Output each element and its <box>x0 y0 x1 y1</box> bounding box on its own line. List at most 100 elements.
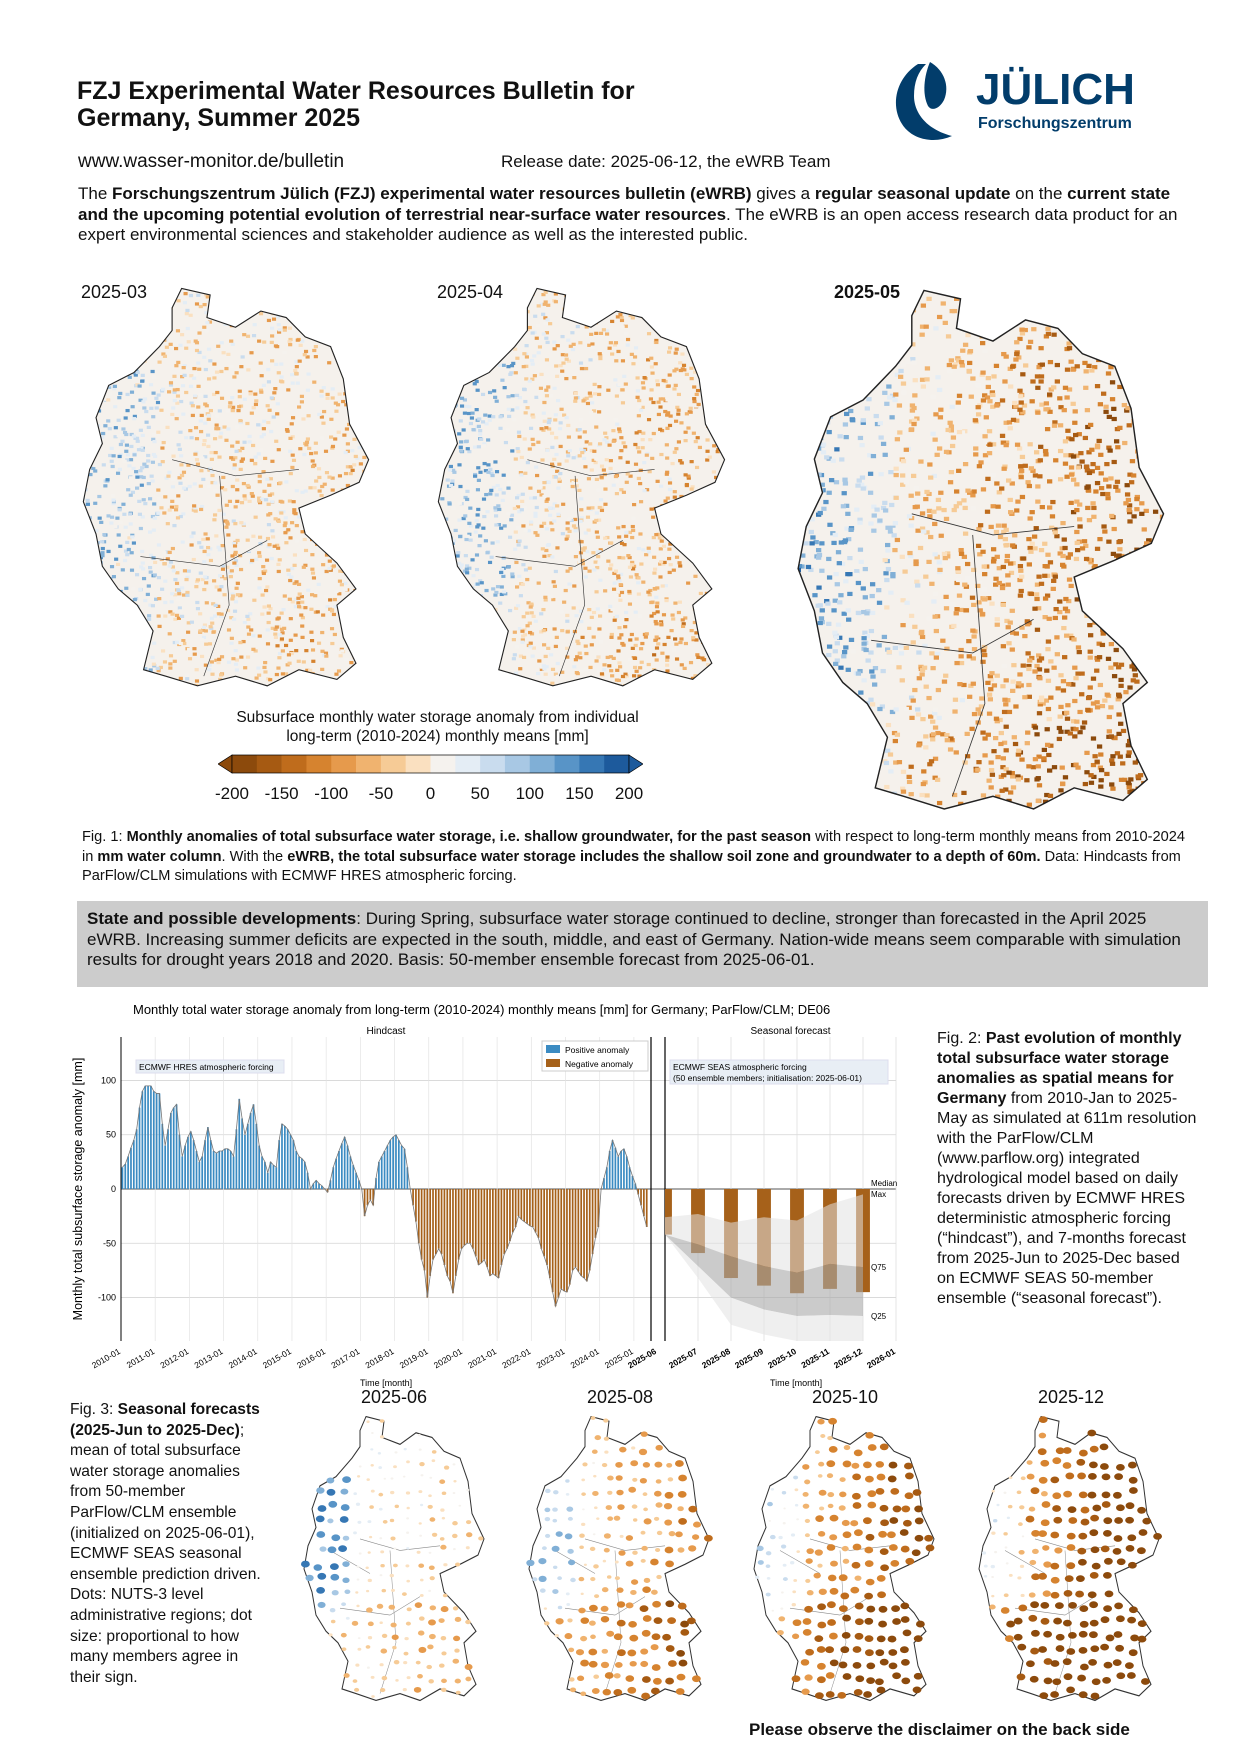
anomaly-pixel <box>810 535 816 540</box>
anomaly-pixel <box>740 406 744 409</box>
anomaly-pixel <box>333 437 338 441</box>
anomaly-pixel <box>683 473 688 477</box>
anomaly-pixel <box>597 518 602 522</box>
anomaly-pixel <box>125 453 130 457</box>
anomaly-pixel <box>523 568 529 572</box>
anomaly-pixel <box>348 465 353 469</box>
anomaly-pixel <box>712 615 717 619</box>
anomaly-pixel <box>241 481 246 486</box>
anomaly-pixel <box>566 423 571 428</box>
anomaly-pixel <box>291 673 297 677</box>
anomaly-pixel <box>239 501 245 505</box>
anomaly-pixel <box>565 527 570 531</box>
anomaly-pixel <box>475 513 480 517</box>
anomaly-pixel <box>132 417 137 421</box>
anomaly-pixel <box>180 540 185 544</box>
bulletin-url[interactable]: www.wasser-monitor.de/bulletin <box>78 151 345 172</box>
anomaly-pixel <box>552 347 557 351</box>
anomaly-pixel <box>490 473 495 478</box>
anomaly-pixel <box>85 660 90 664</box>
anomaly-pixel <box>798 601 805 607</box>
anomaly-pixel <box>130 490 136 494</box>
anomaly-pixel <box>1029 655 1035 661</box>
anomaly-pixel <box>654 340 659 345</box>
anomaly-pixel <box>667 547 672 551</box>
anomaly-pixel <box>275 345 280 349</box>
anomaly-pixel <box>282 523 287 528</box>
anomaly-pixel <box>1054 652 1060 657</box>
anomaly-pixel <box>114 302 119 306</box>
anomaly-pixel <box>568 701 572 702</box>
anomaly-pixel <box>467 405 472 409</box>
anomaly-pixel <box>1113 647 1119 653</box>
anomaly-pixel <box>531 614 536 618</box>
anomaly-pixel <box>1111 599 1117 605</box>
anomaly-pixel <box>587 391 592 395</box>
anomaly-pixel <box>556 486 561 490</box>
anomaly-pixel <box>99 636 104 640</box>
anomaly-pixel <box>84 433 89 437</box>
anomaly-pixel <box>563 588 568 593</box>
anomaly-pixel <box>496 308 501 313</box>
anomaly-pixel <box>687 292 693 296</box>
anomaly-pixel <box>353 340 358 345</box>
anomaly-pixel <box>473 347 478 351</box>
anomaly-pixel <box>124 297 129 301</box>
anomaly-pixel <box>171 477 176 481</box>
anomaly-pixel <box>582 546 587 550</box>
anomaly-pixel <box>283 499 288 503</box>
anomaly-pixel <box>892 645 898 651</box>
anomaly-pixel <box>1127 685 1133 690</box>
anomaly-pixel <box>152 641 157 645</box>
anomaly-pixel <box>502 343 507 347</box>
anomaly-pixel <box>883 293 889 298</box>
anomaly-pixel <box>1088 773 1094 778</box>
anomaly-pixel <box>300 490 305 494</box>
anomaly-pixel <box>258 361 263 365</box>
anomaly-pixel <box>380 339 384 342</box>
anomaly-pixel <box>314 308 319 312</box>
anomaly-pixel <box>298 309 303 313</box>
anomaly-pixel <box>655 586 660 590</box>
anomaly-pixel <box>565 613 570 618</box>
anomaly-pixel <box>79 547 83 550</box>
anomaly-pixel <box>653 619 658 624</box>
anomaly-pixel <box>541 607 546 612</box>
anomaly-pixel <box>287 597 292 601</box>
anomaly-pixel <box>552 340 557 344</box>
anomaly-pixel <box>707 509 712 513</box>
anomaly-pixel <box>222 694 226 697</box>
anomaly-pixel <box>1179 454 1184 458</box>
anomaly-pixel <box>172 523 177 528</box>
anomaly-pixel <box>447 422 452 427</box>
anomaly-pixel <box>185 308 190 313</box>
anomaly-pixel <box>239 459 244 463</box>
anomaly-pixel <box>313 594 318 598</box>
anomaly-pixel <box>389 530 393 533</box>
anomaly-pixel <box>1033 526 1039 531</box>
anomaly-pixel <box>303 563 308 567</box>
anomaly-pixel <box>1082 781 1089 787</box>
anomaly-pixel <box>596 571 601 575</box>
anomaly-pixel <box>1175 596 1180 600</box>
anomaly-pixel <box>206 417 211 421</box>
anomaly-pixel <box>210 672 215 676</box>
anomaly-pixel <box>523 411 528 415</box>
anomaly-pixel <box>267 543 272 547</box>
anomaly-pixel <box>172 390 177 394</box>
anomaly-pixel <box>323 677 329 681</box>
anomaly-pixel <box>522 506 527 510</box>
anomaly-pixel <box>262 489 267 493</box>
anomaly-pixel <box>660 397 666 401</box>
anomaly-pixel <box>499 585 504 589</box>
anomaly-pixel <box>234 288 239 292</box>
anomaly-pixel <box>653 362 658 366</box>
anomaly-pixel <box>201 477 206 482</box>
anomaly-pixel <box>121 427 126 431</box>
anomaly-pixel <box>728 399 732 402</box>
anomaly-pixel <box>626 302 631 306</box>
anomaly-pixel <box>678 640 683 645</box>
anomaly-pixel <box>361 698 365 701</box>
anomaly-pixel <box>889 709 896 715</box>
anomaly-pixel <box>129 444 134 449</box>
